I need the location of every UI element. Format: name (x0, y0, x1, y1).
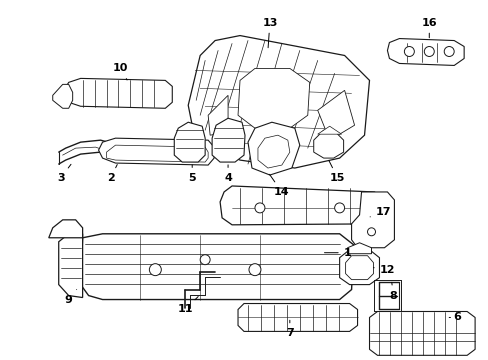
Polygon shape (386, 39, 463, 66)
Polygon shape (345, 256, 373, 280)
Polygon shape (238, 303, 357, 332)
Polygon shape (212, 118, 244, 162)
Text: 10: 10 (113, 63, 128, 80)
Polygon shape (174, 122, 205, 162)
Polygon shape (188, 36, 369, 168)
Polygon shape (317, 90, 354, 140)
Polygon shape (238, 68, 309, 128)
Polygon shape (99, 138, 214, 165)
Polygon shape (62, 78, 172, 108)
Text: 7: 7 (285, 320, 293, 338)
Text: 5: 5 (188, 165, 196, 183)
Circle shape (149, 264, 161, 276)
Polygon shape (351, 192, 394, 248)
Circle shape (334, 203, 344, 213)
Circle shape (424, 46, 433, 57)
Polygon shape (49, 220, 82, 238)
Polygon shape (59, 234, 82, 298)
Text: 1: 1 (324, 248, 351, 258)
Polygon shape (106, 145, 208, 162)
Text: 8: 8 (389, 282, 396, 301)
Polygon shape (208, 95, 227, 135)
Text: 11: 11 (177, 297, 198, 315)
Circle shape (248, 264, 261, 276)
Polygon shape (369, 311, 474, 355)
Circle shape (200, 255, 210, 265)
Text: 13: 13 (262, 18, 277, 48)
Text: 12: 12 (373, 265, 394, 275)
Polygon shape (347, 243, 371, 254)
Polygon shape (220, 186, 386, 225)
Circle shape (443, 46, 453, 57)
Text: 14: 14 (269, 174, 289, 197)
Circle shape (254, 203, 264, 213)
Polygon shape (53, 84, 73, 108)
Polygon shape (339, 250, 379, 285)
Text: 15: 15 (328, 161, 345, 183)
Text: 2: 2 (106, 165, 117, 183)
Text: 6: 6 (448, 312, 460, 323)
Circle shape (367, 228, 375, 236)
Text: 3: 3 (57, 164, 71, 183)
Polygon shape (247, 122, 299, 175)
Text: 17: 17 (369, 207, 390, 217)
Polygon shape (81, 234, 353, 300)
Circle shape (404, 46, 413, 57)
Text: 4: 4 (224, 165, 231, 183)
Text: 9: 9 (64, 289, 77, 305)
Polygon shape (313, 130, 343, 158)
Text: 16: 16 (421, 18, 436, 38)
Polygon shape (317, 126, 341, 134)
Polygon shape (258, 135, 289, 168)
